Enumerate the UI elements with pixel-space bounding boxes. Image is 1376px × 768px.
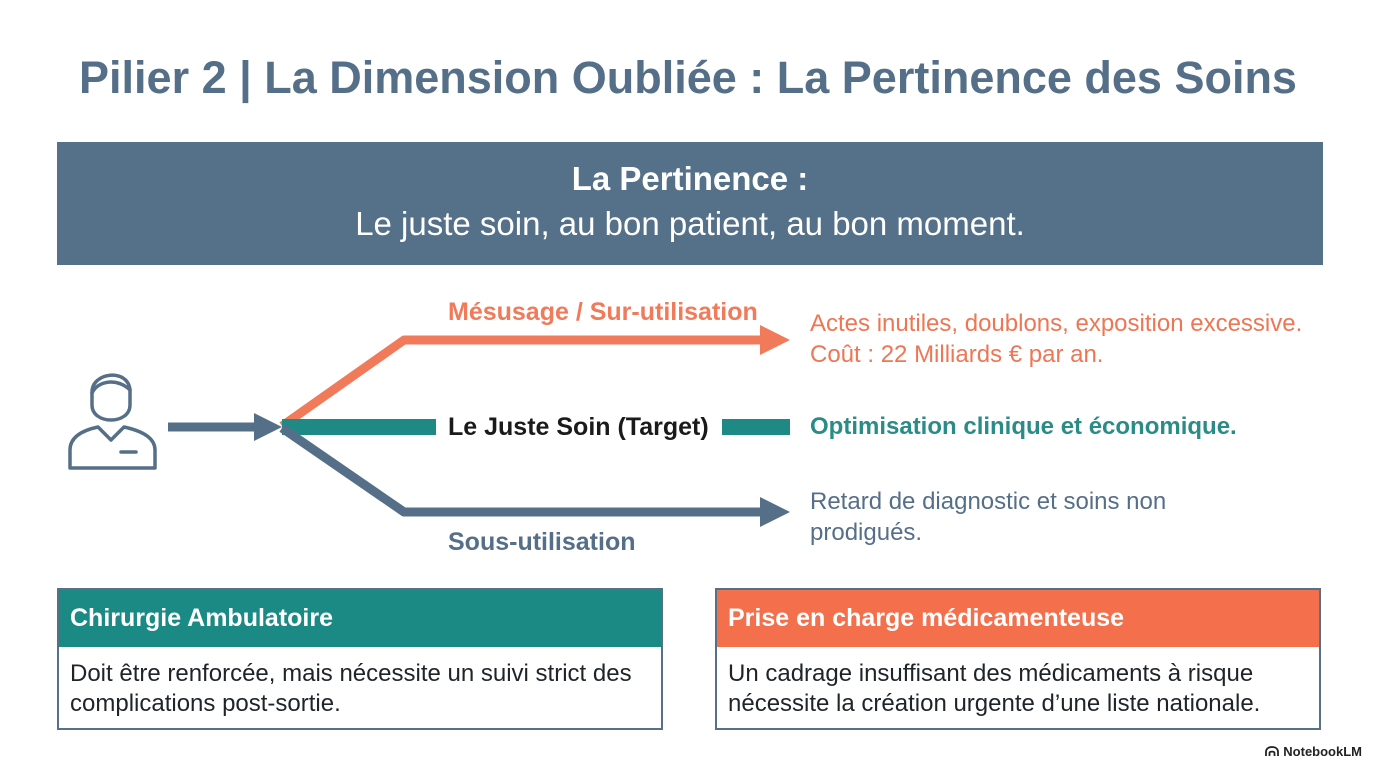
card-title: Prise en charge médicamenteuse bbox=[717, 590, 1319, 647]
card-body: Doit être renforcée, mais nécessite un s… bbox=[70, 660, 632, 717]
brand-watermark: NotebookLM bbox=[1265, 744, 1362, 759]
banner-subheading: Le juste soin, au bon patient, au bon mo… bbox=[355, 205, 1025, 242]
banner-heading: La Pertinence : bbox=[571, 160, 809, 197]
card-body: Un cadrage insuffisant des médicaments à… bbox=[728, 660, 1261, 717]
ambulatory-surgery-card: Chirurgie Ambulatoire Doit être renforcé… bbox=[57, 588, 663, 730]
overuse-outcome: Actes inutiles, doublons, exposition exc… bbox=[810, 308, 1302, 370]
underuse-outcome: Retard de diagnostic et soins non prodig… bbox=[810, 488, 1167, 546]
underuse-label: Sous-utilisation bbox=[448, 528, 636, 556]
brand-name: NotebookLM bbox=[1283, 744, 1362, 759]
definition-banner: La Pertinence : Le juste soin, au bon pa… bbox=[57, 142, 1323, 265]
target-outcome: Optimisation clinique et économique. bbox=[810, 413, 1237, 440]
card-title: Chirurgie Ambulatoire bbox=[59, 590, 661, 647]
overuse-outcome-line2: Coût : 22 Milliards € par an. bbox=[810, 341, 1104, 368]
underuse-branch bbox=[279, 424, 790, 527]
overuse-label: Mésusage / Sur-utilisation bbox=[448, 298, 758, 326]
notebooklm-logo-icon bbox=[1265, 746, 1280, 756]
overuse-branch bbox=[279, 325, 790, 430]
person-icon bbox=[68, 373, 157, 470]
page-title: Pilier 2 | La Dimension Oubliée : La Per… bbox=[79, 52, 1297, 103]
medication-management-card: Prise en charge médicamenteuse Un cadrag… bbox=[715, 588, 1321, 730]
target-label: Le Juste Soin (Target) bbox=[448, 413, 709, 441]
input-arrow bbox=[168, 413, 282, 441]
overuse-outcome-line1: Actes inutiles, doublons, exposition exc… bbox=[810, 310, 1303, 337]
